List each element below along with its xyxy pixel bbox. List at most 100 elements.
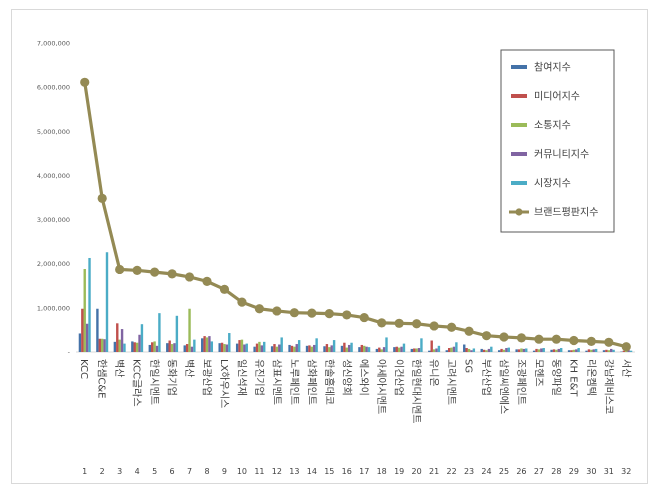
bar-10-미디어지수 (238, 340, 241, 352)
bar-2-참여지수 (96, 308, 99, 352)
bar-19-소통지수 (397, 347, 401, 352)
line-point-24 (481, 331, 492, 341)
bar-14-소통지수 (310, 346, 314, 352)
category-label-24: 부산산업 (480, 359, 493, 396)
rank-number-16: 16 (342, 467, 352, 476)
category-label-10: 일신석재 (235, 359, 247, 396)
chart-line (80, 77, 631, 352)
bar-11-시장지수 (263, 341, 266, 352)
bar-6-소통지수 (170, 344, 174, 352)
line-point-17 (359, 312, 369, 323)
bar-11-참여지수 (253, 346, 256, 352)
bar-24-커뮤니티지수 (487, 348, 491, 352)
bar-5-시장지수 (158, 313, 161, 352)
rank-number-32: 32 (621, 467, 631, 476)
line-point-8 (202, 276, 212, 286)
bar-22-커뮤니티지수 (452, 346, 456, 352)
category-label-23: SG (463, 359, 474, 373)
bar-12-시장지수 (280, 337, 283, 352)
line-point-21 (429, 321, 439, 331)
bar-17-소통지수 (363, 345, 366, 352)
bar-17-참여지수 (358, 347, 361, 352)
bar-2-커뮤니티지수 (103, 339, 106, 352)
rank-number-23: 23 (464, 467, 474, 476)
bar-22-참여지수 (445, 350, 448, 352)
bar-21-커뮤니티지수 (435, 348, 438, 352)
bar-15-소통지수 (328, 347, 331, 352)
category-label-25: 삼일씨엔에스 (497, 359, 509, 414)
bar-17-미디어지수 (360, 344, 364, 352)
bar-13-시장지수 (297, 340, 301, 352)
bar-32-커뮤니티지수 (627, 350, 630, 352)
rank-number-13: 13 (289, 467, 299, 476)
bar-4-미디어지수 (133, 342, 136, 352)
bar-10-참여지수 (235, 343, 239, 352)
bar-25-소통지수 (502, 349, 506, 352)
bar-10-시장지수 (245, 343, 248, 352)
bar-22-소통지수 (450, 347, 453, 352)
bar-10-소통지수 (240, 339, 244, 352)
line-point-1 (80, 77, 90, 87)
legend-label-시장지수: 시장지수 (534, 178, 571, 190)
rank-number-18: 18 (377, 467, 387, 476)
bar-25-커뮤니티지수 (505, 348, 508, 352)
bar-12-커뮤니티지수 (278, 344, 281, 352)
bar-28-커뮤니티지수 (557, 348, 560, 352)
line-point-26 (516, 333, 527, 343)
bar-30-시장지수 (594, 348, 598, 352)
bar-22-시장지수 (455, 342, 458, 352)
bar-29-시장지수 (577, 348, 580, 352)
category-label-4: KCC글라스 (131, 359, 143, 407)
category-label-30: 리온켐텍 (585, 359, 597, 396)
rank-number-9: 9 (222, 467, 227, 476)
bar-8-커뮤니티지수 (208, 336, 211, 352)
bar-29-커뮤니티지수 (575, 349, 578, 352)
bar-6-미디어지수 (168, 340, 171, 352)
bar-5-미디어지수 (151, 342, 154, 352)
bar-24-소통지수 (485, 350, 488, 352)
category-label-9: LX하우시스 (218, 359, 231, 408)
category-label-19: 이건산업 (393, 359, 406, 396)
bar-20-커뮤니티지수 (417, 348, 421, 352)
line-point-23 (464, 326, 474, 336)
bar-30-참여지수 (585, 350, 588, 352)
bar-17-시장지수 (367, 347, 371, 352)
line-point-22 (446, 322, 457, 332)
rank-number-14: 14 (307, 467, 317, 476)
rank-number-1: 1 (82, 467, 87, 476)
line-point-25 (499, 332, 509, 342)
bar-9-시장지수 (228, 333, 231, 352)
bar-11-소통지수 (258, 341, 261, 352)
bar-20-미디어지수 (413, 348, 416, 352)
legend-swatch-참여지수 (511, 65, 527, 69)
category-label-18: 아세아시멘트 (375, 359, 387, 414)
bar-24-미디어지수 (482, 349, 486, 352)
legend-label-브랜드평판지수: 브랜드평판지수 (534, 207, 598, 219)
legend-swatch-소통지수 (511, 123, 527, 127)
line-point-7 (184, 272, 195, 282)
bar-18-미디어지수 (378, 347, 381, 352)
legend-label-참여지수: 참여지수 (534, 62, 571, 74)
bar-1-미디어지수 (81, 308, 84, 352)
chart-canvas: - 1,000,000 2,000,000 3,000,000 4,000,000 5,0… (37, 40, 635, 476)
y-tick-label: 5,000,000 (37, 128, 70, 136)
bar-12-소통지수 (275, 346, 279, 352)
bar-7-소통지수 (188, 308, 191, 352)
line-point-16 (342, 310, 352, 320)
rank-number-31: 31 (604, 467, 614, 476)
bar-16-미디어지수 (343, 342, 346, 352)
y-tick-label: 2,000,000 (37, 260, 70, 268)
chart-bars (78, 252, 633, 352)
bar-13-참여지수 (288, 344, 291, 352)
line-point-20 (412, 319, 422, 329)
bar-20-참여지수 (410, 348, 414, 352)
bar-3-커뮤니티지수 (120, 329, 124, 352)
line-point-14 (307, 308, 317, 318)
bar-26-참여지수 (515, 349, 518, 352)
line-point-10 (237, 297, 247, 307)
line-point-3 (115, 264, 125, 275)
bar-18-소통지수 (380, 349, 383, 352)
bar-3-시장지수 (123, 343, 126, 352)
bar-19-참여지수 (393, 347, 396, 352)
